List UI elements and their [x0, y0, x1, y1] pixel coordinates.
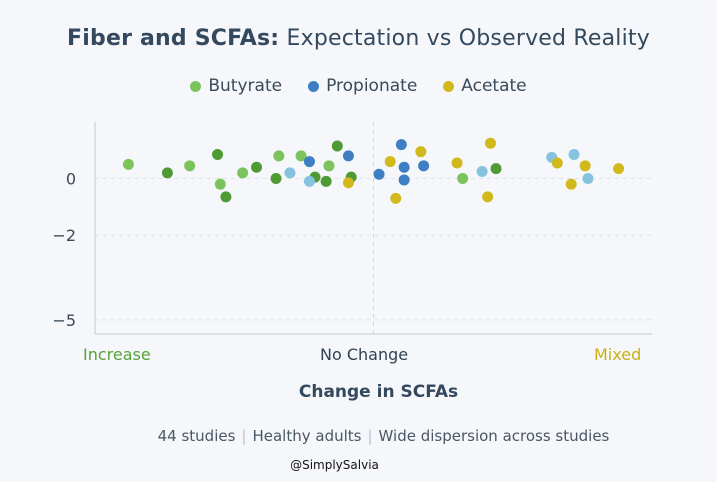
chart-title-bold: Fiber and SCFAs: [67, 26, 280, 51]
category-label-mixed: Mixed [594, 345, 642, 364]
data-point [568, 149, 580, 161]
data-point [457, 173, 469, 185]
divider: | [367, 427, 373, 445]
data-point [551, 157, 563, 169]
y-tick-label: −5 [52, 311, 76, 330]
data-point [220, 191, 232, 203]
y-ticks: 0 −2 −5 [52, 170, 76, 330]
data-point [390, 192, 402, 204]
data-point [476, 165, 488, 177]
footer-note-studies: 44 studies [157, 427, 236, 445]
legend-label: Butyrate [208, 76, 283, 96]
data-point [484, 137, 496, 149]
data-point [582, 173, 594, 185]
data-point [373, 168, 385, 180]
chart-title: Fiber and SCFAs: Expectation vs Observed… [0, 26, 717, 51]
axes [94, 122, 652, 335]
data-point [284, 167, 296, 179]
data-point [303, 175, 315, 187]
grid [95, 122, 652, 334]
data-point [613, 163, 625, 175]
data-point [303, 156, 315, 168]
data-point [342, 150, 354, 162]
footer-note-population: Healthy adults [252, 427, 362, 445]
data-point [418, 160, 430, 172]
data-point [398, 174, 410, 186]
footer-note-dispersion: Wide dispersion across studies [378, 427, 610, 445]
data-point [184, 160, 196, 172]
data-point [273, 150, 285, 162]
data-point [451, 157, 463, 169]
data-point [161, 167, 173, 179]
legend: Butyrate Propionate Acetate [0, 76, 717, 96]
data-point [320, 175, 332, 187]
data-point [565, 178, 577, 190]
x-axis-label: Change in SCFAs [298, 382, 459, 402]
data-point [482, 191, 494, 203]
data-point [331, 140, 343, 152]
data-point [270, 173, 282, 185]
legend-label: Propionate [326, 76, 418, 96]
y-tick-label: −2 [52, 226, 76, 245]
legend-item-butyrate: Butyrate [190, 76, 282, 96]
data-point [122, 158, 134, 170]
data-points [122, 137, 625, 204]
data-point [251, 161, 263, 173]
legend-item-acetate: Acetate [443, 76, 527, 96]
data-point [398, 161, 410, 173]
data-point [579, 160, 591, 172]
category-label-increase: Increase [83, 345, 151, 364]
category-label-no-change: No Change [320, 345, 409, 364]
data-point [323, 160, 335, 172]
legend-item-propionate: Propionate [308, 76, 417, 96]
watermark: @SimplySalvia [290, 458, 379, 472]
footer-notes: 44 studies | Healthy adults | Wide dispersio… [0, 427, 717, 445]
legend-dot-icon [308, 80, 320, 92]
data-point [490, 163, 502, 175]
data-point [214, 178, 226, 190]
data-point [415, 146, 427, 158]
legend-dot-icon [190, 80, 202, 92]
legend-label: Acetate [461, 76, 527, 96]
data-point [295, 150, 307, 162]
data-point [342, 177, 354, 189]
data-point [212, 149, 224, 161]
data-point [237, 167, 249, 179]
chart-title-rest: Expectation vs Observed Reality [286, 26, 650, 51]
legend-dot-icon [443, 80, 455, 92]
divider: | [241, 427, 247, 445]
data-point [384, 156, 396, 168]
y-tick-label: 0 [66, 170, 76, 189]
data-point [395, 139, 407, 151]
